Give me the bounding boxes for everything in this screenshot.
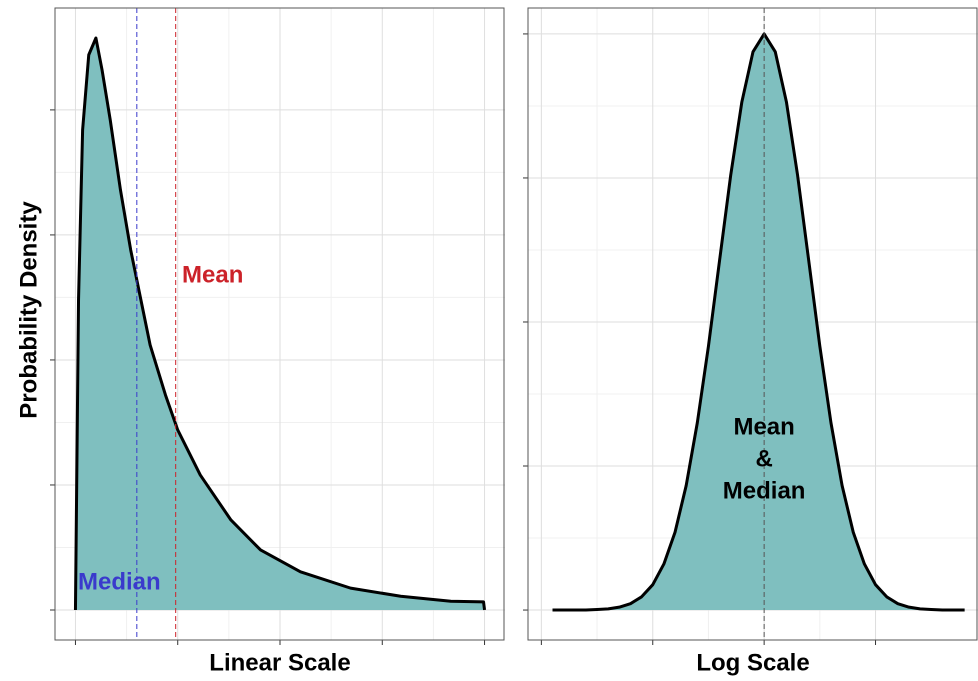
- annotation: &: [755, 445, 772, 472]
- density-curve: [552, 32, 965, 612]
- density-curve: [73, 36, 487, 611]
- panel-border: [54, 7, 505, 641]
- annotation: Mean: [733, 413, 794, 440]
- area-fill: [552, 33, 965, 611]
- annotation: Median: [78, 568, 161, 595]
- y-axis-label: Probability Density: [15, 201, 42, 419]
- x-axis-label: Linear Scale: [209, 649, 350, 676]
- panel-border: [527, 7, 978, 641]
- area-fill: [75, 38, 485, 610]
- x-axis-label: Log Scale: [696, 649, 809, 676]
- annotation: Mean: [182, 261, 243, 288]
- annotation: Median: [723, 477, 806, 504]
